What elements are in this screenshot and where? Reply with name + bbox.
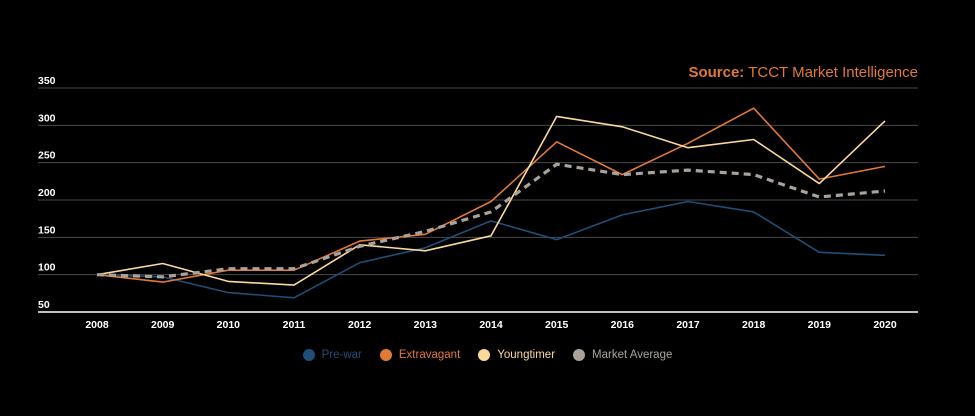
x-tick-label: 2010 <box>217 319 241 331</box>
y-tick-label: 150 <box>38 224 56 236</box>
legend-item-extravagant: Extravagant <box>379 349 461 361</box>
legend: Pre-war Extravagant Youngtimer Market Avera… <box>0 349 975 361</box>
legend-swatch <box>573 349 586 361</box>
y-tick-label: 100 <box>38 262 56 274</box>
series-line-youngtimer <box>96 115 886 286</box>
legend-swatch <box>379 349 392 361</box>
y-tick-label: 250 <box>38 150 56 162</box>
x-tick-label: 2014 <box>479 319 503 331</box>
x-tick-label: 2019 <box>808 319 832 331</box>
series-line-extravagant <box>96 107 886 283</box>
y-tick-label: 300 <box>38 112 56 124</box>
x-tick-label: 2018 <box>742 319 766 331</box>
x-tick-label: 2015 <box>545 319 569 331</box>
legend-item-market-average: Market Average <box>573 349 672 361</box>
x-tick-label: 2016 <box>611 319 635 331</box>
legend-swatch <box>478 349 491 361</box>
x-tick-label: 2013 <box>414 319 438 331</box>
legend-label: Extravagant <box>398 349 461 361</box>
x-axis-ticks: 2008 2009 2010 2011 2012 2013 2014 2015 2016 2017… <box>85 319 897 331</box>
source-text: TCCT Market Intelligence <box>748 64 918 81</box>
legend-label: Market Average <box>592 349 673 361</box>
y-tick-label: 200 <box>38 187 56 199</box>
x-tick-label: 2012 <box>348 319 372 331</box>
series-line-pre-war <box>96 200 886 299</box>
series-line-market-average <box>96 162 886 279</box>
y-tick-label: 350 <box>38 75 56 87</box>
legend-item-youngtimer: Youngtimer <box>478 349 555 361</box>
legend-label: Youngtimer <box>497 349 556 361</box>
x-tick-label: 2020 <box>873 319 897 331</box>
source-label: Source: <box>688 64 745 81</box>
x-tick-label: 2017 <box>676 319 700 331</box>
source-caption: Source: TCCT Market Intelligence <box>688 64 918 81</box>
legend-label: Pre-war <box>321 349 362 361</box>
x-tick-label: 2011 <box>283 319 306 331</box>
y-tick-label: 50 <box>38 299 50 311</box>
y-axis-ticks: 50 100 150 200 250 300 350 <box>38 75 56 311</box>
x-tick-label: 2009 <box>151 319 175 331</box>
series-lines <box>96 107 886 299</box>
x-tick-label: 2008 <box>85 319 109 331</box>
legend-swatch <box>302 349 315 361</box>
legend-item-pre-war: Pre-war <box>302 349 362 361</box>
gridlines <box>38 87 918 276</box>
